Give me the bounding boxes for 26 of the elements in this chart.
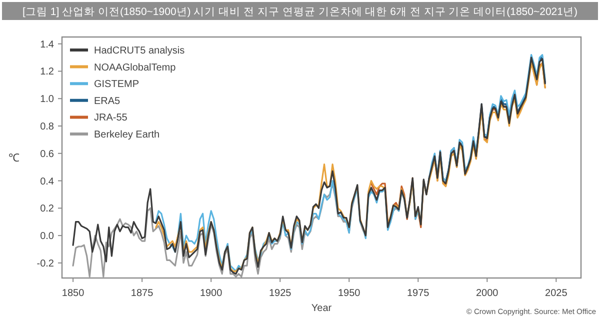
x-tick-label: 1975 xyxy=(406,288,430,299)
y-tick-label: 0.4 xyxy=(40,176,54,188)
y-axis-title: ℃ xyxy=(8,152,20,164)
y-tick-label: -0.2 xyxy=(36,258,54,270)
y-tick-label: 1.2 xyxy=(40,66,54,78)
y-tick-label: 1.0 xyxy=(40,94,54,106)
legend-label: ERA5 xyxy=(94,96,121,107)
x-tick-label: 1950 xyxy=(338,288,361,299)
x-tick-label: 1900 xyxy=(200,288,223,299)
x-tick-label: 2000 xyxy=(476,288,499,299)
x-tick-label: 1850 xyxy=(62,288,85,299)
y-tick-label: 0.8 xyxy=(40,122,54,133)
y-tick-label: 0.2 xyxy=(40,204,54,215)
legend-label: NOAAGlobalTemp xyxy=(94,62,176,74)
legend-label: Berkeley Earth xyxy=(94,130,160,140)
x-axis-title: Year xyxy=(311,303,332,314)
legend-label: JRA-55 xyxy=(94,112,128,124)
legend-label: GISTEMP xyxy=(94,79,140,90)
y-tick-label: 0.0 xyxy=(40,231,54,242)
x-tick-label: 1875 xyxy=(130,288,154,299)
chart-title: [그림 1] 산업화 이전(1850~1900년) 시기 대비 전 지구 연평균 기온차에 대한 6개 전 지구 기온 데이터(1850~2021년) xyxy=(22,6,578,18)
x-tick-label: 1925 xyxy=(268,288,292,299)
y-tick-label: 1.4 xyxy=(40,39,54,50)
legend-label: HadCRUT5 analysis xyxy=(94,46,185,56)
y-tick-label: 0.6 xyxy=(40,148,54,160)
x-tick-label: 2025 xyxy=(545,288,568,299)
